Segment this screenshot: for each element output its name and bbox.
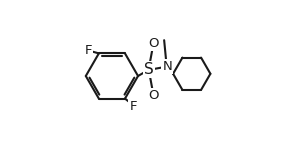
- Text: N: N: [162, 60, 172, 73]
- Text: S: S: [144, 62, 154, 77]
- Text: F: F: [85, 44, 92, 57]
- Text: F: F: [129, 100, 137, 113]
- Text: O: O: [148, 37, 159, 50]
- Text: O: O: [148, 89, 159, 102]
